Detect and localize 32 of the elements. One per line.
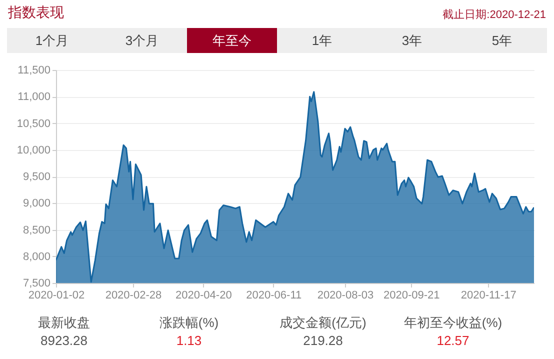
text: 1年 [310, 32, 334, 50]
text: 1个月 [34, 32, 70, 50]
x-tick-label: 2020-01-02 [28, 290, 85, 302]
x-tick-label: 2020-09-21 [383, 290, 440, 302]
text: 1.13 [176, 333, 202, 348]
x-tick-label: 2020-02-28 [105, 290, 162, 302]
y-tick-label: 8,000 [22, 250, 50, 263]
text: 涨跌幅(%) [159, 314, 219, 332]
x-tick-label: 2020-08-03 [317, 290, 374, 302]
y-tick-label: 11,000 [18, 91, 50, 104]
text: 12.57 [436, 333, 470, 348]
y-tick-label: 8,500 [22, 224, 50, 236]
text: 年至今 [187, 28, 277, 53]
chart-title: 指数表现 [8, 4, 64, 22]
text: 3年 [400, 32, 424, 50]
text: 年初至今收益(%) [404, 314, 502, 332]
x-tick-label: 2020-11-17 [460, 290, 516, 302]
x-tick-label: 2020-04-20 [176, 290, 232, 302]
text: 截止日期:2020-12-21 [442, 8, 546, 22]
y-tick-label: 10,500 [16, 118, 50, 130]
y-tick-label: 7,500 [22, 278, 50, 290]
y-tick-label: 10,000 [16, 144, 50, 156]
y-tick-label: 9,500 [22, 171, 50, 183]
text: 8923.28 [40, 333, 88, 348]
y-tick-label: 11,500 [18, 64, 50, 76]
text: 成交金额(亿元) [280, 314, 366, 332]
text: 最新收盘 [38, 314, 90, 332]
text: 5年 [490, 32, 514, 50]
text: 219.28 [303, 333, 343, 348]
text: 3个月 [124, 32, 160, 50]
y-tick-label: 9,000 [22, 198, 50, 210]
x-tick-label: 2020-06-11 [246, 290, 302, 302]
